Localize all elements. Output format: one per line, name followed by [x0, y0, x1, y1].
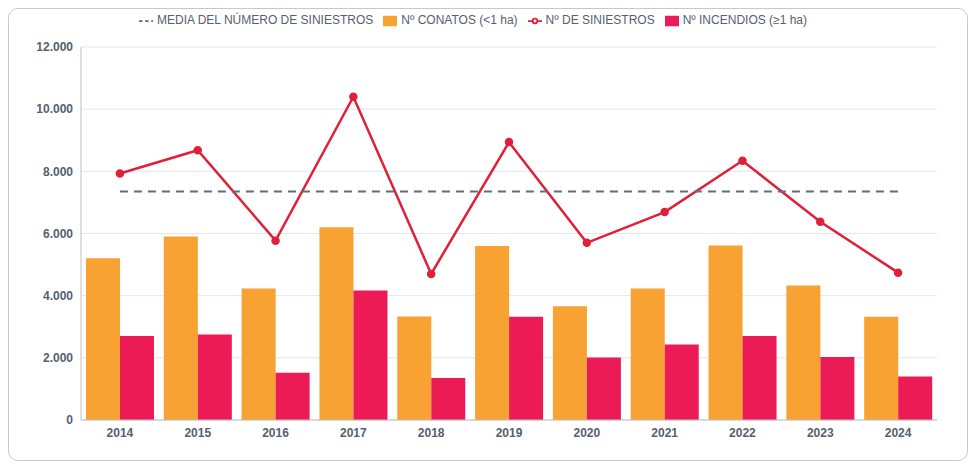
svg-text:2017: 2017: [340, 426, 367, 440]
svg-text:0: 0: [66, 413, 73, 427]
html-text:MEDIA DEL NÚMERO DE SINIESTROS: MEDIA DEL NÚMERO DE SINIESTROS: [157, 13, 374, 27]
html-text:Nº DE SINIESTROS: Nº DE SINIESTROS: [545, 13, 655, 27]
svg-text:2023: 2023: [807, 426, 834, 440]
svg-text:12.000: 12.000: [36, 40, 73, 54]
svg-text:8.000: 8.000: [43, 165, 73, 179]
html-text:Nº CONATOS (<1 ha): Nº CONATOS (<1 ha): [401, 13, 518, 27]
svg-text:2018: 2018: [418, 426, 445, 440]
svg-text:2016: 2016: [262, 426, 289, 440]
svg-text:2015: 2015: [184, 426, 211, 440]
svg-text:2014: 2014: [107, 426, 134, 440]
svg-text:2019: 2019: [496, 426, 523, 440]
svg-text:2022: 2022: [729, 426, 756, 440]
svg-text:6.000: 6.000: [43, 227, 73, 241]
svg-text:2.000: 2.000: [43, 351, 73, 365]
html-text:Nº INCENDIOS (≥1 ha): Nº INCENDIOS (≥1 ha): [682, 13, 807, 27]
svg-text:2021: 2021: [651, 426, 678, 440]
svg-text:2024: 2024: [885, 426, 912, 440]
svg-text:10.000: 10.000: [36, 102, 73, 116]
svg-text:2020: 2020: [573, 426, 600, 440]
svg-text:4.000: 4.000: [43, 289, 73, 303]
